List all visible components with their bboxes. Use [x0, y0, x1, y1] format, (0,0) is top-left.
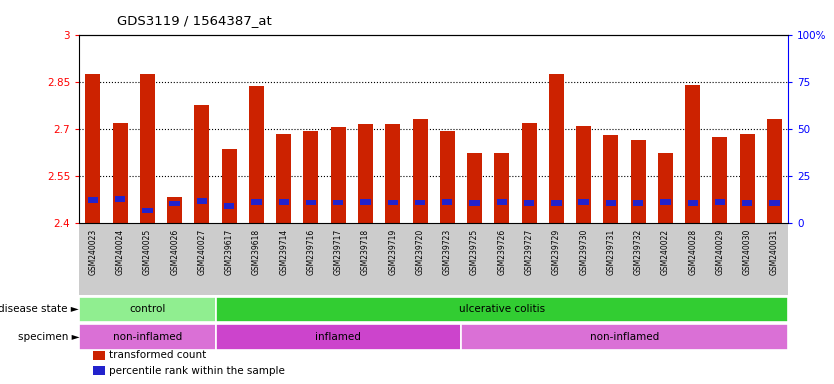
Bar — [85, 74, 100, 223]
Bar — [686, 85, 701, 223]
Text: GSM240026: GSM240026 — [170, 229, 179, 275]
Bar — [414, 200, 425, 205]
Text: GSM239729: GSM239729 — [552, 229, 561, 275]
Text: percentile rank within the sample: percentile rank within the sample — [109, 366, 285, 376]
Bar — [360, 199, 370, 205]
Bar — [521, 122, 536, 223]
Bar — [140, 74, 155, 223]
Bar — [633, 200, 643, 206]
Bar — [658, 152, 673, 223]
Text: GSM239731: GSM239731 — [606, 229, 615, 275]
Bar — [197, 198, 207, 204]
Text: non-inflamed: non-inflamed — [113, 332, 182, 342]
Text: GSM240029: GSM240029 — [716, 229, 725, 275]
Bar — [767, 119, 782, 223]
Bar — [769, 200, 780, 206]
Bar — [113, 122, 128, 223]
Bar — [715, 199, 725, 205]
Text: transformed count: transformed count — [109, 350, 206, 360]
Text: disease state ►: disease state ► — [0, 304, 79, 314]
Bar — [93, 351, 105, 360]
Text: GSM240024: GSM240024 — [116, 229, 124, 275]
Text: specimen ►: specimen ► — [18, 332, 79, 342]
Bar — [143, 208, 153, 213]
Text: ulcerative colitis: ulcerative colitis — [459, 304, 545, 314]
Bar — [215, 324, 461, 349]
Text: control: control — [129, 304, 166, 314]
Bar — [224, 203, 234, 209]
Text: GSM239717: GSM239717 — [334, 229, 343, 275]
Text: GSM240022: GSM240022 — [661, 229, 670, 275]
Bar — [497, 199, 507, 205]
Text: GSM239618: GSM239618 — [252, 229, 261, 275]
Bar — [333, 200, 344, 205]
Text: GDS3119 / 1564387_at: GDS3119 / 1564387_at — [117, 14, 272, 27]
Bar — [712, 137, 727, 223]
Text: GSM239723: GSM239723 — [443, 229, 452, 275]
Bar — [194, 105, 209, 223]
Bar — [495, 152, 510, 223]
Bar — [79, 296, 215, 322]
Text: GSM239720: GSM239720 — [415, 229, 425, 275]
Text: GSM239716: GSM239716 — [306, 229, 315, 275]
Bar — [93, 366, 105, 375]
Bar — [442, 199, 453, 205]
Bar — [661, 199, 671, 205]
Bar — [605, 200, 616, 206]
Bar — [385, 124, 400, 223]
Text: GSM239718: GSM239718 — [361, 229, 370, 275]
Text: GSM239714: GSM239714 — [279, 229, 289, 275]
Text: non-inflamed: non-inflamed — [590, 332, 659, 342]
Bar — [687, 200, 698, 206]
Bar — [742, 200, 752, 206]
Text: GSM240027: GSM240027 — [198, 229, 207, 275]
Bar — [604, 135, 618, 223]
Bar — [440, 131, 455, 223]
Text: GSM239726: GSM239726 — [497, 229, 506, 275]
Bar — [467, 152, 482, 223]
Text: GSM240023: GSM240023 — [88, 229, 98, 275]
Text: GSM239727: GSM239727 — [525, 229, 534, 275]
Bar — [304, 131, 319, 223]
Bar — [524, 200, 535, 206]
Text: GSM239719: GSM239719 — [389, 229, 397, 275]
Bar — [215, 296, 788, 322]
Bar — [461, 324, 788, 349]
Text: GSM239732: GSM239732 — [634, 229, 643, 275]
Bar — [358, 124, 373, 223]
Text: inflamed: inflamed — [315, 332, 361, 342]
Text: GSM239730: GSM239730 — [579, 229, 588, 275]
Bar — [79, 324, 215, 349]
Bar — [279, 199, 289, 205]
Text: GSM240031: GSM240031 — [770, 229, 779, 275]
Bar — [576, 126, 591, 223]
Bar — [115, 196, 125, 202]
Bar — [413, 119, 428, 223]
Bar — [579, 199, 589, 205]
Bar — [549, 74, 564, 223]
Bar — [169, 201, 180, 206]
Text: GSM239725: GSM239725 — [470, 229, 479, 275]
Bar — [631, 140, 646, 223]
Bar — [331, 127, 346, 223]
Bar — [88, 197, 98, 203]
Bar — [249, 86, 264, 223]
Text: GSM240030: GSM240030 — [743, 229, 751, 275]
Bar — [222, 149, 237, 223]
Bar — [551, 200, 561, 206]
Text: GSM239617: GSM239617 — [224, 229, 234, 275]
Bar — [470, 200, 480, 206]
Text: GSM240025: GSM240025 — [143, 229, 152, 275]
Bar — [251, 199, 262, 205]
Bar — [167, 197, 182, 223]
Bar — [306, 200, 316, 205]
Bar — [388, 200, 398, 205]
Bar — [276, 134, 291, 223]
Text: GSM240028: GSM240028 — [688, 229, 697, 275]
Bar — [740, 134, 755, 223]
